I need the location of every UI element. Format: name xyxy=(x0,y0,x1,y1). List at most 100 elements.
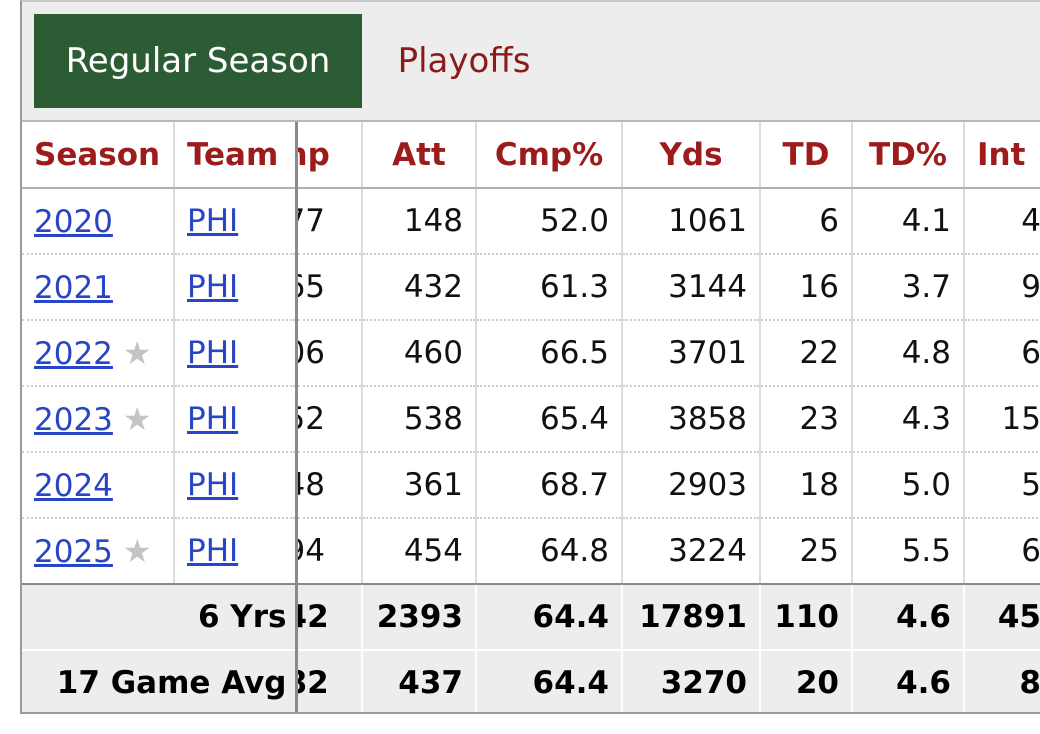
pro-bowl-star-icon: ★ xyxy=(122,334,152,372)
yds-cell: 3701 xyxy=(622,320,761,387)
td-pct-cell: 4.6 xyxy=(852,584,965,651)
cmp-value: 82 xyxy=(296,665,329,701)
season-link[interactable]: 2025 xyxy=(34,534,113,570)
int-cell: 6 xyxy=(964,320,1040,387)
cmp-cell: 42 xyxy=(296,584,363,651)
int-cell: 8 xyxy=(964,650,1040,712)
int-cell: 5 xyxy=(964,452,1040,519)
td-cell: 22 xyxy=(760,320,853,387)
team-link[interactable]: PHI xyxy=(187,467,239,503)
col-header-cmp-label: np xyxy=(296,136,330,173)
col-header-cmp[interactable]: np xyxy=(296,122,363,189)
season-cell: 2025 ★ xyxy=(22,518,175,585)
col-header-att[interactable]: Att xyxy=(362,122,477,189)
season-link[interactable]: 2024 xyxy=(34,468,113,504)
td-cell: 16 xyxy=(760,254,853,321)
td-pct-cell: 4.1 xyxy=(852,188,965,255)
col-header-int[interactable]: Int xyxy=(964,122,1040,189)
cmp-pct-cell: 66.5 xyxy=(476,320,623,387)
team-link[interactable]: PHI xyxy=(187,401,239,437)
cmp-cell: 52 xyxy=(296,386,363,453)
stats-panel: Regular Season Playoffs Season Team np A… xyxy=(20,0,1040,714)
col-header-season[interactable]: Season xyxy=(22,122,175,189)
col-header-team[interactable]: Team xyxy=(174,122,298,189)
td-pct-cell: 4.6 xyxy=(852,650,965,712)
season-cell: 2022 ★ xyxy=(22,320,175,387)
cmp-cell: 65 xyxy=(296,254,363,321)
team-cell: PHI xyxy=(174,188,298,255)
cmp-pct-cell: 68.7 xyxy=(476,452,623,519)
col-header-yds[interactable]: Yds xyxy=(622,122,761,189)
td-cell: 110 xyxy=(760,584,853,651)
td-cell: 6 xyxy=(760,188,853,255)
cmp-pct-cell: 64.4 xyxy=(476,584,623,651)
cmp-pct-cell: 52.0 xyxy=(476,188,623,255)
att-cell: 148 xyxy=(362,188,477,255)
season-tab-bar: Regular Season Playoffs xyxy=(22,2,1040,122)
int-cell: 9 xyxy=(964,254,1040,321)
totals-label: 17 Game Avg xyxy=(22,650,298,712)
td-pct-cell: 5.0 xyxy=(852,452,965,519)
team-link[interactable]: PHI xyxy=(187,269,239,305)
cmp-value: 06 xyxy=(296,335,325,371)
tab-playoffs[interactable]: Playoffs xyxy=(397,41,531,81)
totals-label: 6 Yrs xyxy=(22,584,298,651)
td-cell: 18 xyxy=(760,452,853,519)
table-header-row: Season Team np Att Cmp% Yds TD TD% Int xyxy=(22,122,1040,189)
cmp-pct-cell: 64.8 xyxy=(476,518,623,585)
att-cell: 432 xyxy=(362,254,477,321)
tab-regular-season[interactable]: Regular Season xyxy=(34,14,362,108)
team-link[interactable]: PHI xyxy=(187,203,239,239)
cmp-pct-cell: 65.4 xyxy=(476,386,623,453)
td-cell: 20 xyxy=(760,650,853,712)
yds-cell: 3224 xyxy=(622,518,761,585)
col-header-cmp-pct[interactable]: Cmp% xyxy=(476,122,623,189)
yds-cell: 17891 xyxy=(622,584,761,651)
season-link[interactable]: 2022 xyxy=(34,336,113,372)
cmp-value: 48 xyxy=(296,467,325,503)
col-header-td[interactable]: TD xyxy=(760,122,853,189)
team-cell: PHI xyxy=(174,452,298,519)
yds-cell: 3858 xyxy=(622,386,761,453)
team-link[interactable]: PHI xyxy=(187,335,239,371)
team-cell: PHI xyxy=(174,518,298,585)
team-cell: PHI xyxy=(174,254,298,321)
int-cell: 4 xyxy=(964,188,1040,255)
cmp-value: 42 xyxy=(296,599,329,635)
td-pct-cell: 4.8 xyxy=(852,320,965,387)
td-cell: 23 xyxy=(760,386,853,453)
pro-bowl-star-icon: ★ xyxy=(122,532,152,570)
cmp-cell: 82 xyxy=(296,650,363,712)
yds-cell: 3270 xyxy=(622,650,761,712)
season-link[interactable]: 2021 xyxy=(34,270,113,306)
passing-stats-table: Season Team np Att Cmp% Yds TD TD% Int 2… xyxy=(22,122,1040,712)
att-cell: 437 xyxy=(362,650,477,712)
yds-cell: 1061 xyxy=(622,188,761,255)
int-cell: 6 xyxy=(964,518,1040,585)
team-link[interactable]: PHI xyxy=(187,533,239,569)
cmp-pct-cell: 61.3 xyxy=(476,254,623,321)
cmp-value: 65 xyxy=(296,269,325,305)
td-pct-cell: 5.5 xyxy=(852,518,965,585)
att-cell: 361 xyxy=(362,452,477,519)
pro-bowl-star-icon: ★ xyxy=(122,400,152,438)
season-cell: 2021 xyxy=(22,254,175,321)
cmp-value: 52 xyxy=(296,401,325,437)
cmp-value: 94 xyxy=(296,533,325,569)
col-header-td-pct[interactable]: TD% xyxy=(852,122,965,189)
cmp-cell: 94 xyxy=(296,518,363,585)
int-cell: 15 xyxy=(964,386,1040,453)
int-cell: 45 xyxy=(964,584,1040,651)
yds-cell: 3144 xyxy=(622,254,761,321)
season-link[interactable]: 2020 xyxy=(34,204,113,240)
att-cell: 460 xyxy=(362,320,477,387)
season-link[interactable]: 2023 xyxy=(34,402,113,438)
team-cell: PHI xyxy=(174,386,298,453)
att-cell: 2393 xyxy=(362,584,477,651)
